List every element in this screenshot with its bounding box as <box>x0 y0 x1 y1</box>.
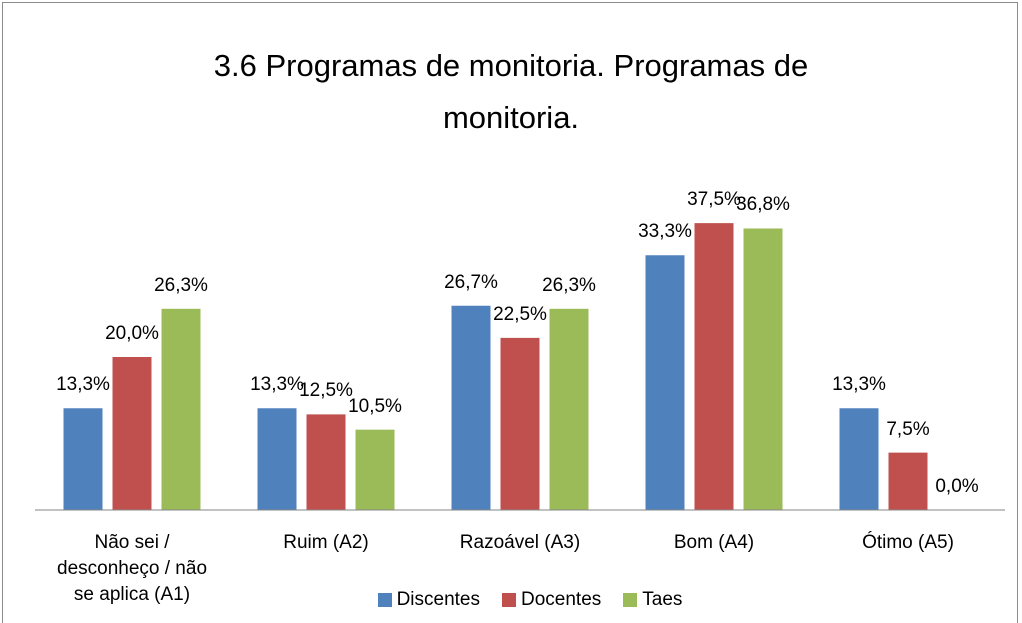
data-label: 12,5% <box>299 380 353 402</box>
x-tick-label: Não sei / desconheço / não se aplica (A1… <box>57 532 208 605</box>
bar <box>500 337 540 510</box>
data-label: 13,3% <box>250 374 304 396</box>
data-label: 26,3% <box>542 274 596 296</box>
legend-label: Discentes <box>396 589 480 610</box>
bar <box>161 308 201 510</box>
chart-title: 3.6 Programas de monitoria. Programas de… <box>213 48 809 135</box>
data-label: 7,5% <box>886 418 930 440</box>
bar <box>743 228 783 511</box>
x-tick-label: Ótimo (A5) <box>862 532 954 553</box>
bar <box>257 408 297 510</box>
bar <box>839 408 879 510</box>
legend-label: Taes <box>642 589 683 610</box>
data-label: 13,3% <box>56 374 110 396</box>
data-label: 26,7% <box>444 271 498 293</box>
data-label: 37,5% <box>687 189 741 211</box>
data-label: 20,0% <box>105 323 159 344</box>
bar <box>645 255 685 510</box>
bar <box>549 308 589 510</box>
legend-swatch <box>377 593 392 607</box>
bar <box>355 429 395 510</box>
legend-swatch <box>623 593 638 607</box>
legend-item: Docentes <box>502 589 601 611</box>
data-label: 22,5% <box>493 303 547 325</box>
data-label: 26,3% <box>154 274 208 296</box>
data-label: 33,3% <box>638 221 692 243</box>
bar <box>112 357 152 510</box>
data-label: 10,5% <box>348 395 402 417</box>
data-label: 36,8% <box>736 194 790 216</box>
data-label: 0,0% <box>935 476 979 497</box>
x-tick-label: Ruim (A2) <box>283 532 369 553</box>
data-label: 13,3% <box>832 374 886 396</box>
x-tick-label: Razoável (A3) <box>459 532 581 553</box>
bar <box>306 414 346 510</box>
bar <box>888 452 928 510</box>
legend-label: Docentes <box>521 589 602 610</box>
x-tick-label: Bom (A4) <box>673 532 755 553</box>
bar <box>694 223 734 510</box>
bar <box>451 305 491 510</box>
legend-swatch <box>502 593 516 607</box>
legend: Discentes Docentes Taes <box>0 589 1022 611</box>
bar <box>63 408 103 510</box>
legend-item: Discentes <box>377 589 480 611</box>
legend-item: Taes <box>623 589 682 611</box>
